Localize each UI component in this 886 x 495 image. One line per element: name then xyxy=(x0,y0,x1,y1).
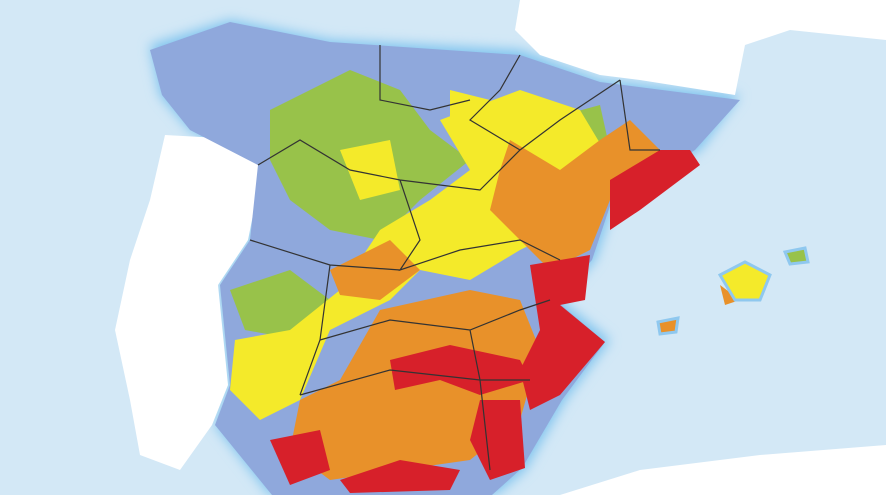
menorca xyxy=(782,246,810,266)
region-red xyxy=(520,255,605,410)
ibiza xyxy=(656,316,680,336)
france xyxy=(515,0,886,95)
region-orange xyxy=(330,240,420,300)
region-border xyxy=(249,45,660,471)
region-yellow xyxy=(450,90,490,130)
region-red xyxy=(270,430,330,485)
region-red xyxy=(390,345,530,395)
mallorca xyxy=(717,260,772,302)
region-yellow xyxy=(340,140,400,200)
region-red xyxy=(470,400,525,480)
region-orange xyxy=(490,120,660,270)
africa xyxy=(560,445,886,495)
portugal xyxy=(115,135,262,470)
region-red xyxy=(340,460,460,493)
region-red xyxy=(610,150,700,230)
